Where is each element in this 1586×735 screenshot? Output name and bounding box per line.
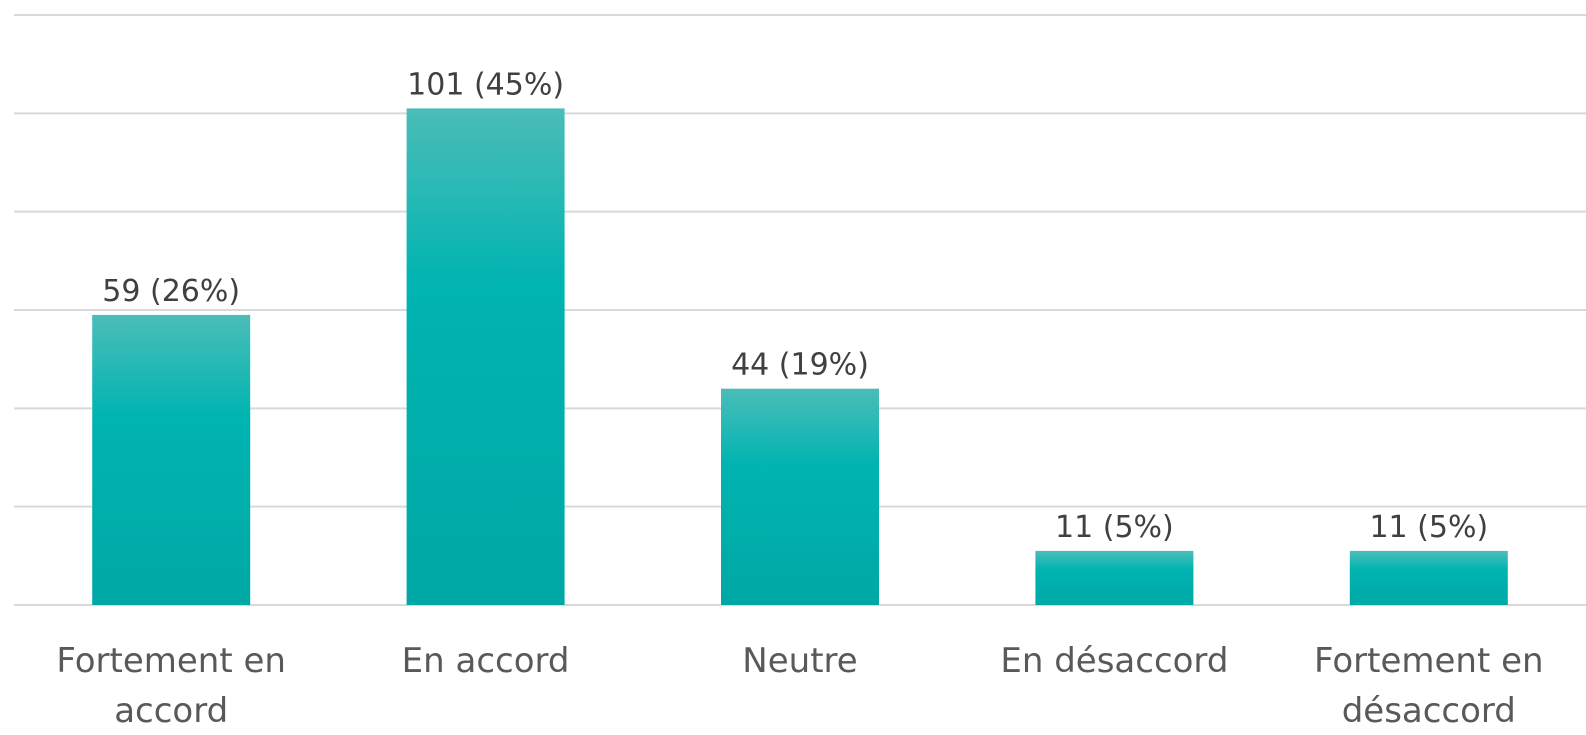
x-tick-label: Fortement en désaccord xyxy=(1314,641,1544,731)
bar xyxy=(721,388,879,605)
value-label: 44 (19%) xyxy=(731,348,869,383)
value-label: 11 (5%) xyxy=(1369,510,1488,545)
x-tick-label: En désaccord xyxy=(1000,641,1229,681)
x-tick-label: En accord xyxy=(401,641,570,681)
x-tick-label: Fortement en accord xyxy=(56,641,286,731)
bar xyxy=(92,314,251,605)
bar xyxy=(406,108,565,606)
value-label: 59 (26%) xyxy=(102,274,240,309)
x-tick-label: Neutre xyxy=(742,641,858,681)
value-label: 11 (5%) xyxy=(1055,510,1174,545)
value-label: 101 (45%) xyxy=(407,67,564,102)
bar xyxy=(1349,550,1508,605)
bar xyxy=(1035,550,1194,605)
